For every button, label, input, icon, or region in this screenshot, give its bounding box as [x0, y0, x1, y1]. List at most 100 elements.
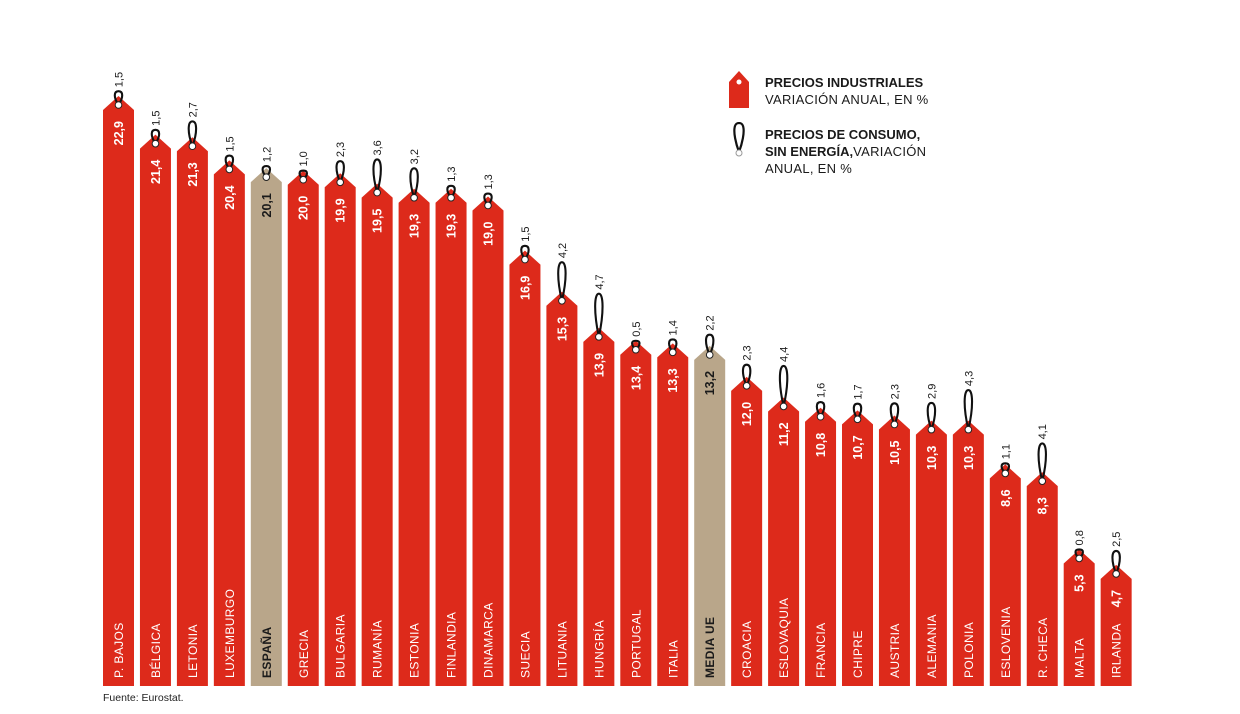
industrial-value-austria: 10,5	[888, 440, 902, 464]
industrial-value-portugal: 13,4	[629, 366, 643, 390]
country-label-irlanda: IRLANDA	[1110, 623, 1124, 678]
consumer-loop-croacia	[741, 363, 752, 389]
legend-industrial: PRECIOS INDUSTRIALES VARIACIÓN ANUAL, EN…	[728, 70, 988, 122]
tag-hole-p-bajos	[114, 101, 123, 109]
tag-bar-hungria	[583, 327, 615, 686]
tag-bar-francia	[805, 407, 837, 686]
industrial-value-croacia: 12,0	[740, 402, 754, 426]
consumer-loop-suecia	[520, 244, 530, 262]
country-label-belgica: BÉLGICA	[148, 623, 163, 678]
tag-bar-letonia	[176, 137, 208, 686]
country-label-eslovaquia: ESLOVAQUIA	[777, 598, 791, 678]
industrial-value-italia: 13,3	[666, 368, 680, 392]
tag-bar-austria	[878, 415, 910, 686]
consumer-value-irlanda: 2,5	[1111, 532, 1123, 547]
legend: PRECIOS INDUSTRIALES VARIACIÓN ANUAL, EN…	[728, 70, 988, 192]
country-label-hungria: HUNGRÍA	[591, 620, 606, 678]
consumer-value-polonia: 4,3	[963, 371, 975, 386]
tag-hole-luxemburgo	[225, 165, 234, 174]
country-label-austria: AUSTRIA	[888, 623, 902, 678]
consumer-value-belgica: 1,5	[150, 111, 162, 126]
country-label-croacia: CROACIA	[740, 621, 754, 678]
consumer-loop-hungria	[594, 292, 604, 338]
tag-hole-malta	[1075, 554, 1083, 563]
country-label-media-ue: MEDIA UE	[703, 617, 717, 678]
source-note: Fuente: Eurostat.	[103, 692, 184, 704]
consumer-value-malta: 0,8	[1074, 530, 1086, 545]
consumer-loop-r-checa	[1037, 442, 1048, 482]
consumer-loop-dinamarca	[483, 192, 493, 208]
consumer-value-alemania: 2,9	[926, 384, 938, 399]
tag-bar-malta	[1063, 549, 1095, 686]
tag-bar-polonia	[952, 420, 984, 686]
tag-hole-irlanda	[1112, 570, 1120, 578]
tag-bar-chipre	[842, 410, 873, 686]
consumer-loop-belgica	[150, 128, 161, 146]
tag-hole-r-checa	[1038, 477, 1047, 485]
tag-bar-dinamarca	[472, 196, 504, 686]
industrial-value-r-checa: 8,3	[1036, 497, 1050, 514]
consumer-loop-grecia	[298, 169, 308, 182]
country-label-italia: ITALIA	[666, 640, 680, 678]
legend-industrial-title: PRECIOS INDUSTRIALES	[765, 75, 924, 90]
consumer-loop-alemania	[926, 401, 937, 433]
consumer-loop-austria	[889, 402, 900, 428]
tag-hole-rumania	[373, 188, 381, 197]
consumer-loop-eslovaquia	[778, 364, 789, 407]
tag-bar-media-ue	[694, 345, 726, 686]
tag-hole-francia	[816, 412, 825, 421]
tag-hole-finlandia	[447, 193, 455, 202]
country-label-espana: ESPAÑA	[259, 626, 274, 678]
tag-hole-grecia	[299, 175, 308, 184]
consumer-value-luxemburgo: 1,5	[224, 136, 236, 151]
consumer-loop-chipre	[852, 402, 863, 422]
tag-hole-hungria	[595, 333, 603, 341]
industrial-value-polonia: 10,3	[962, 446, 976, 470]
consumer-value-lituania: 4,2	[557, 243, 569, 258]
consumer-loop-irlanda	[1111, 549, 1121, 577]
industrial-value-belgica: 21,4	[149, 160, 163, 184]
tag-bar-suecia	[509, 250, 541, 687]
tag-bar-r-checa	[1026, 472, 1058, 686]
consumer-loop-italia	[668, 338, 678, 355]
industrial-value-finlandia: 19,3	[445, 214, 459, 238]
country-label-malta: MALTA	[1073, 638, 1087, 678]
tag-bar-p-bajos	[103, 96, 134, 686]
industrial-value-estonia: 19,3	[408, 214, 422, 238]
consumer-value-francia: 1,6	[816, 383, 828, 398]
consumer-value-bulgaria: 2,3	[335, 142, 347, 157]
tag-hole-eslovenia	[1001, 469, 1010, 478]
country-label-r-checa: R. CHECA	[1036, 617, 1050, 678]
consumer-loop-francia	[815, 400, 826, 419]
industrial-value-irlanda: 4,7	[1110, 590, 1124, 607]
consumer-value-hungria: 4,7	[594, 274, 606, 289]
consumer-loop-finlandia	[446, 184, 456, 200]
country-label-dinamarca: DINAMARCA	[482, 602, 496, 678]
tag-hole-italia	[668, 348, 677, 357]
consumer-value-grecia: 1,0	[298, 151, 310, 166]
country-label-letonia: LETONIA	[186, 624, 200, 678]
legend-consumer-subtitle: ANUAL, EN %	[765, 161, 853, 176]
legend-consumer-bold: SIN ENERGÍA,	[765, 144, 854, 159]
industrial-value-lituania: 15,3	[555, 317, 569, 341]
tag-hole-croacia	[742, 382, 751, 390]
tag-hole-chipre	[853, 415, 862, 424]
country-label-suecia: SUECIA	[518, 631, 532, 678]
consumer-value-eslovaquia: 4,4	[779, 347, 791, 362]
tag-bar-espana	[250, 168, 282, 686]
industrial-value-rumania: 19,5	[371, 209, 385, 233]
consumer-value-italia: 1,4	[668, 320, 680, 335]
tag-hole-belgica	[151, 139, 160, 148]
legend-consumer-rest: VARIACIÓN	[853, 144, 927, 159]
consumer-value-croacia: 2,3	[742, 345, 754, 360]
industrial-value-hungria: 13,9	[592, 353, 606, 377]
country-label-lituania: LITUANIA	[555, 621, 569, 678]
loop-string-icon	[733, 122, 745, 157]
consumer-loop-polonia	[963, 389, 974, 430]
country-label-alemania: ALEMANIA	[925, 614, 939, 678]
consumer-value-chipre: 1,7	[853, 384, 865, 399]
country-label-p-bajos: P. BAJOS	[112, 622, 126, 678]
tag-hole-estonia	[410, 193, 418, 202]
industrial-value-suecia: 16,9	[518, 276, 532, 300]
consumer-value-estonia: 3,2	[409, 149, 421, 164]
